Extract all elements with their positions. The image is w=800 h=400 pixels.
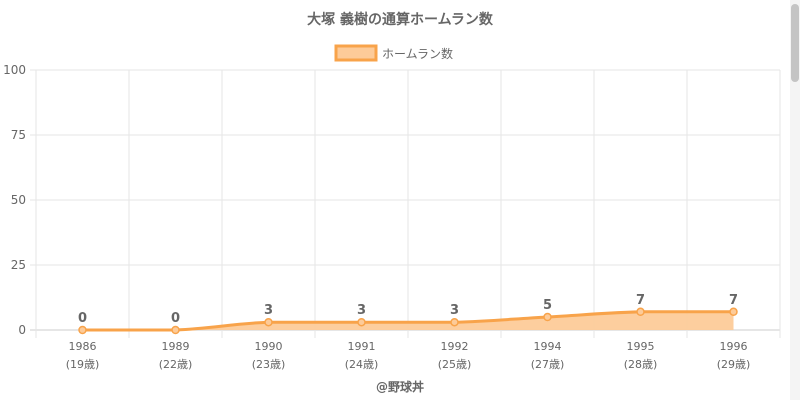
data-label: 3 (450, 303, 459, 318)
x-tick-sublabel: (24歳) (345, 358, 379, 371)
x-tick-label: 1996 (720, 340, 748, 353)
x-tick-sublabel: (27歳) (531, 358, 565, 371)
data-labels: 0 0 3 3 3 5 7 7 (78, 293, 738, 326)
y-tick-label: 25 (11, 258, 26, 272)
x-tick-sublabel: (25歳) (438, 358, 472, 371)
x-axis: 1986 (19歳) 1989 (22歳) 1990 (23歳) 1991 (24歳) 1992… (66, 340, 751, 371)
x-tick-label: 1989 (162, 340, 190, 353)
data-label: 3 (357, 303, 366, 318)
y-tick-label: 50 (11, 193, 26, 207)
data-label: 3 (264, 303, 273, 318)
data-label: 5 (543, 298, 552, 313)
data-point[interactable] (357, 317, 366, 327)
series-line (82, 310, 734, 332)
x-tick-label: 1994 (534, 340, 562, 353)
grid (30, 69, 781, 338)
chart-title: 大塚 義樹の通算ホームラン数 (307, 11, 494, 28)
data-label: 0 (78, 311, 87, 326)
x-tick-label: 1992 (441, 340, 469, 353)
data-point[interactable] (450, 317, 459, 327)
series-area (78, 307, 738, 335)
data-label: 7 (636, 293, 645, 308)
legend-swatch (334, 44, 378, 62)
x-tick-label: 1986 (69, 340, 97, 353)
x-tick-sublabel: (29歳) (717, 358, 751, 371)
data-point[interactable] (543, 312, 552, 322)
scrollbar[interactable] (790, 0, 800, 400)
scrollbar-thumb[interactable] (791, 4, 799, 82)
x-tick-sublabel: (28歳) (624, 358, 658, 371)
data-point[interactable] (78, 325, 87, 335)
data-label: 0 (171, 311, 180, 326)
x-tick-sublabel: (23歳) (252, 358, 286, 371)
data-point[interactable] (264, 317, 273, 327)
y-tick-label: 75 (11, 128, 26, 142)
watermark: @野球丼 (376, 379, 424, 394)
x-tick-label: 1995 (627, 340, 655, 353)
data-point[interactable] (636, 307, 645, 317)
data-point[interactable] (171, 325, 180, 335)
x-tick-label: 1991 (348, 340, 376, 353)
y-tick-label: 0 (18, 323, 26, 337)
y-tick-label: 100 (3, 63, 26, 77)
data-label: 7 (729, 293, 738, 308)
data-point[interactable] (729, 307, 738, 317)
y-axis: 0 25 50 75 100 (3, 63, 26, 337)
x-tick-sublabel: (22歳) (159, 358, 193, 371)
legend-label: ホームラン数 (382, 46, 453, 61)
legend[interactable]: ホームラン数 (334, 44, 453, 62)
x-tick-sublabel: (19歳) (66, 358, 100, 371)
x-tick-label: 1990 (255, 340, 283, 353)
